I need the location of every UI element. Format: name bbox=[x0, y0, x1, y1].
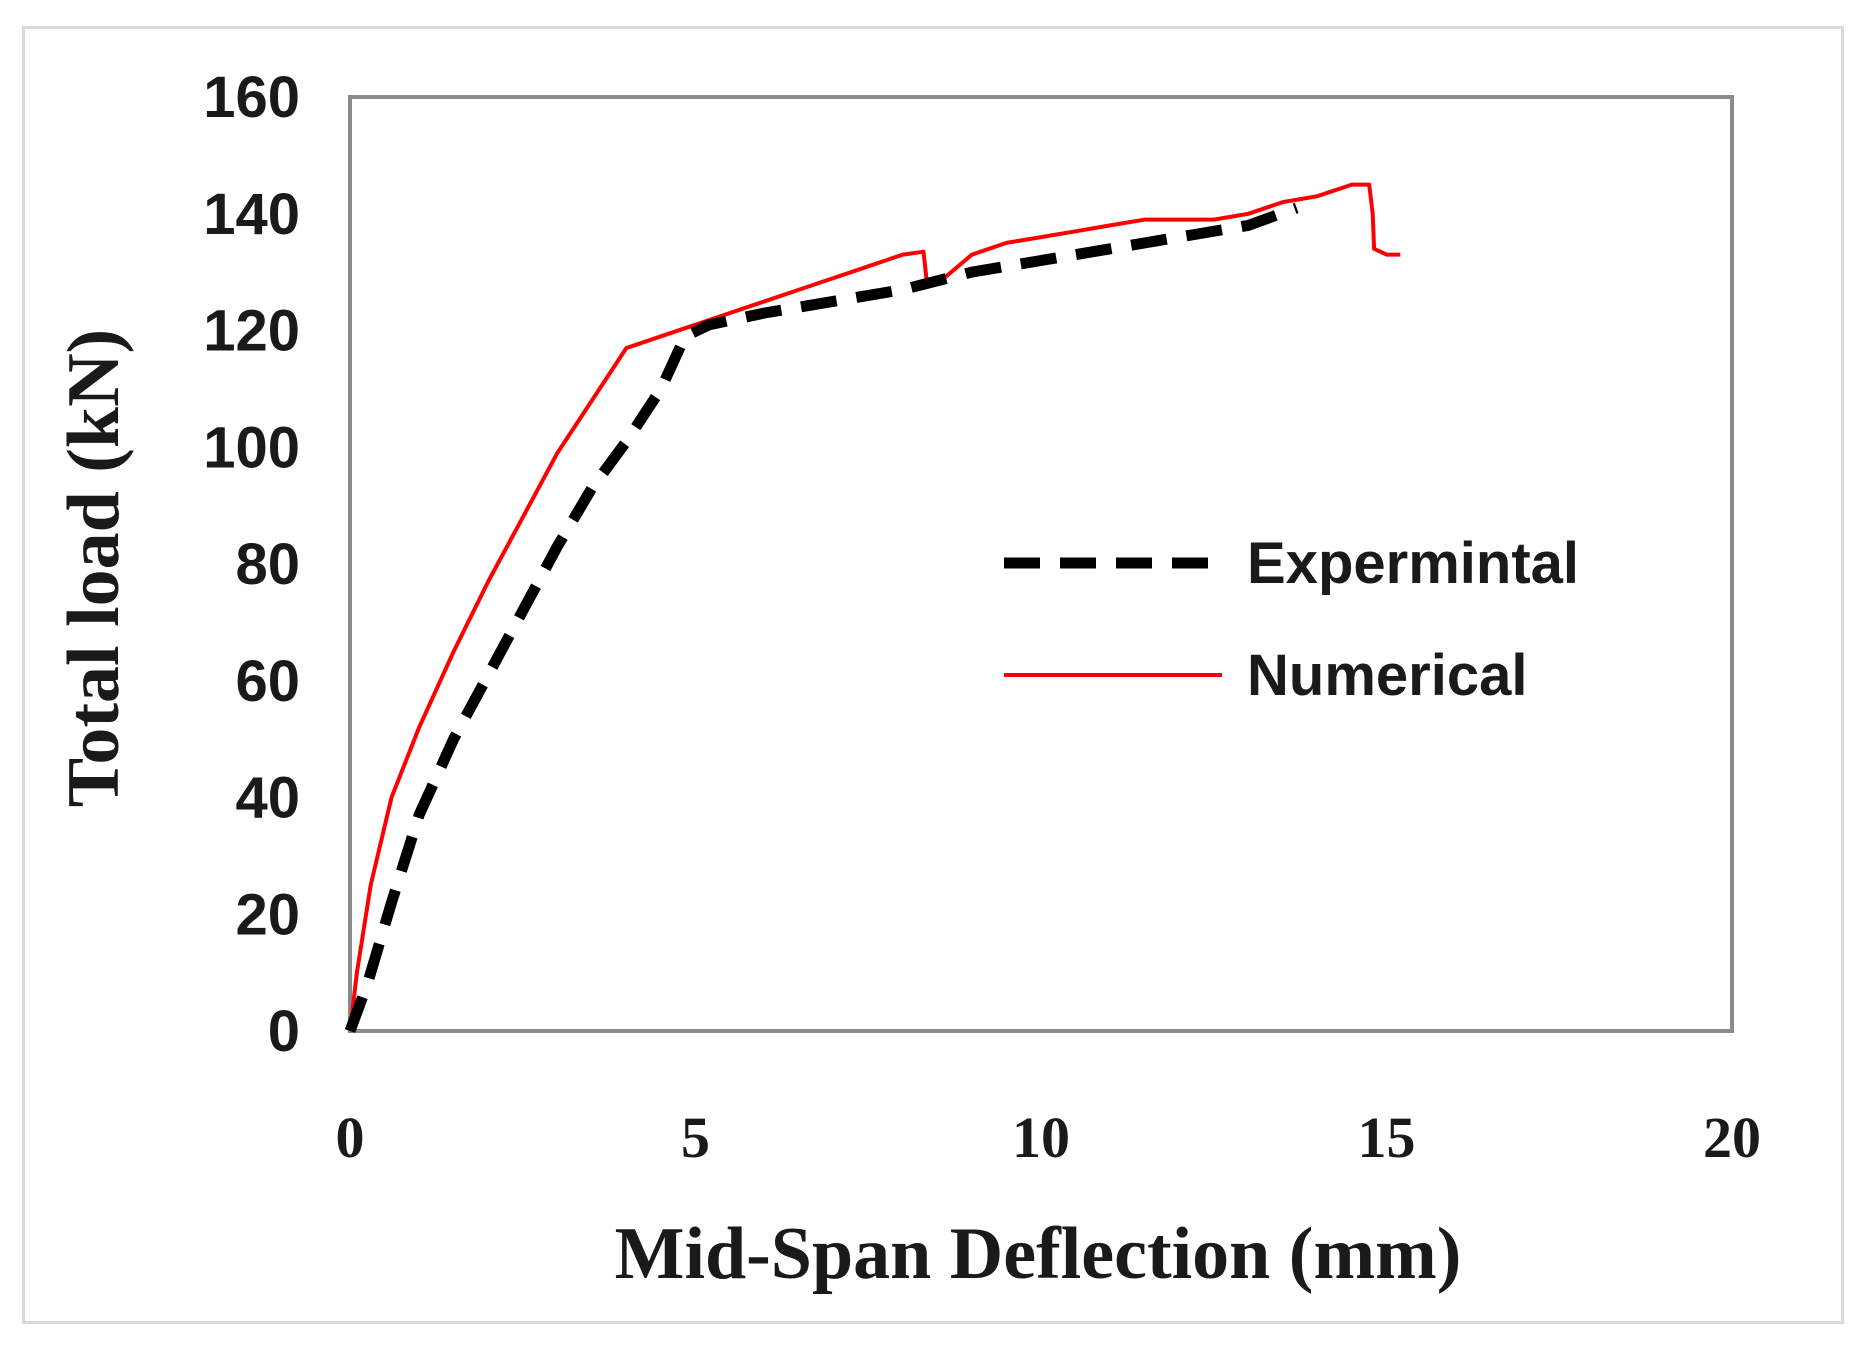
x-tick-label: 20 bbox=[1703, 1105, 1761, 1170]
x-tick-label: 5 bbox=[681, 1105, 710, 1170]
y-tick-label: 100 bbox=[203, 415, 300, 480]
series-line-numerical bbox=[348, 182, 1401, 1032]
y-tick-label: 80 bbox=[235, 532, 300, 597]
y-tick-label: 120 bbox=[203, 299, 300, 364]
y-tick-label: 40 bbox=[235, 766, 300, 831]
y-tick-label: 140 bbox=[203, 182, 300, 247]
x-tick-label: 10 bbox=[1012, 1105, 1070, 1170]
x-axis-title: Mid-Span Deflection (mm) bbox=[615, 1213, 1462, 1295]
y-tick-label: 20 bbox=[235, 882, 300, 947]
plot-area bbox=[348, 95, 1734, 1033]
y-axis-title: Total load (kN) bbox=[53, 329, 135, 807]
x-tick-label: 0 bbox=[336, 1105, 365, 1170]
y-tick-label: 160 bbox=[203, 65, 300, 130]
figure-frame bbox=[22, 26, 1844, 1324]
legend-label-experimental: Expermintal bbox=[1247, 531, 1579, 596]
legend: Expermintal Numerical bbox=[1004, 531, 1579, 708]
x-tick-label: 15 bbox=[1358, 1105, 1416, 1170]
y-tick-label: 0 bbox=[268, 999, 300, 1064]
legend-label-numerical: Numerical bbox=[1247, 643, 1527, 708]
series-line-experimental bbox=[344, 202, 1299, 1033]
y-tick-label: 60 bbox=[235, 649, 300, 714]
